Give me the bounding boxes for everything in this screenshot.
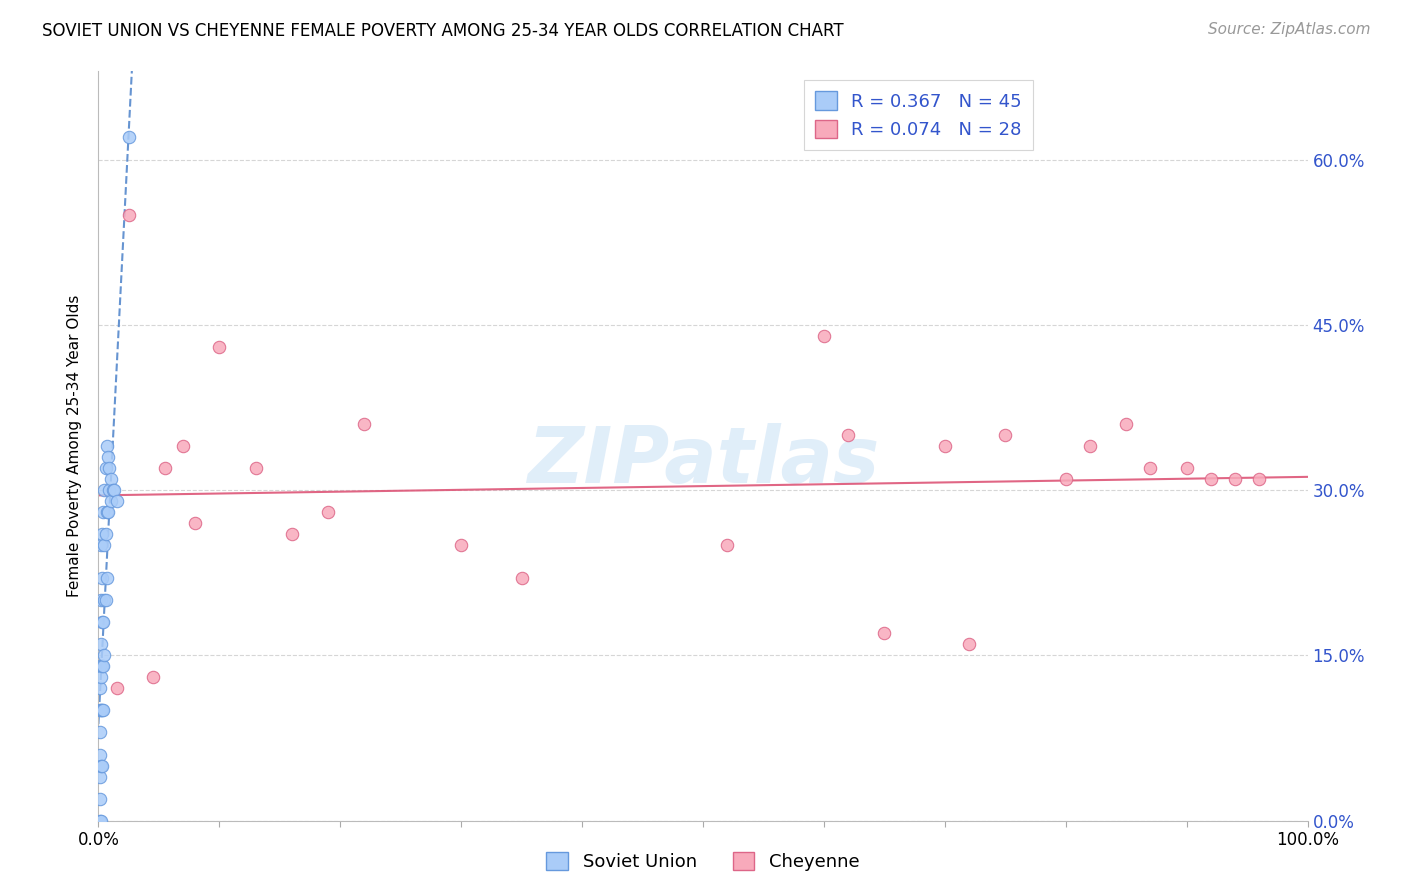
Point xyxy=(91,571,114,585)
Point xyxy=(957,637,980,651)
Point xyxy=(90,670,112,684)
Legend: Soviet Union, Cheyenne: Soviet Union, Cheyenne xyxy=(540,845,866,879)
Point xyxy=(1175,461,1198,475)
Point xyxy=(153,461,176,475)
Text: SOVIET UNION VS CHEYENNE FEMALE POVERTY AMONG 25-34 YEAR OLDS CORRELATION CHART: SOVIET UNION VS CHEYENNE FEMALE POVERTY … xyxy=(42,22,844,40)
Point xyxy=(90,703,112,717)
Legend: R = 0.367   N = 45, R = 0.074   N = 28: R = 0.367 N = 45, R = 0.074 N = 28 xyxy=(804,80,1032,150)
Point xyxy=(118,130,141,145)
Point xyxy=(105,681,128,696)
Point xyxy=(96,571,118,585)
Point xyxy=(1054,472,1077,486)
Point xyxy=(873,626,896,640)
Point xyxy=(316,505,339,519)
Point xyxy=(172,439,194,453)
Point xyxy=(96,439,118,453)
Point xyxy=(450,538,472,552)
Point xyxy=(94,593,117,607)
Point xyxy=(97,450,120,464)
Point xyxy=(1139,461,1161,475)
Point xyxy=(93,483,115,497)
Point xyxy=(105,494,128,508)
Point xyxy=(1223,472,1246,486)
Point xyxy=(91,758,114,772)
Point xyxy=(98,461,121,475)
Point xyxy=(97,505,120,519)
Text: ZIPatlas: ZIPatlas xyxy=(527,423,879,499)
Point xyxy=(89,681,111,696)
Point xyxy=(93,538,115,552)
Point xyxy=(90,637,112,651)
Point xyxy=(245,461,267,475)
Point xyxy=(90,814,112,828)
Point xyxy=(100,494,122,508)
Point xyxy=(1078,439,1101,453)
Point xyxy=(1199,472,1222,486)
Point xyxy=(934,439,956,453)
Point xyxy=(101,483,124,497)
Point xyxy=(91,703,114,717)
Point xyxy=(994,428,1017,442)
Point xyxy=(89,791,111,805)
Point xyxy=(100,472,122,486)
Point xyxy=(96,505,118,519)
Point xyxy=(93,593,115,607)
Point xyxy=(89,725,111,739)
Point xyxy=(90,758,112,772)
Point xyxy=(89,814,111,828)
Point xyxy=(1249,472,1271,486)
Text: Source: ZipAtlas.com: Source: ZipAtlas.com xyxy=(1208,22,1371,37)
Point xyxy=(281,527,304,541)
Point xyxy=(716,538,738,552)
Point xyxy=(1115,417,1137,431)
Point xyxy=(208,340,231,354)
Point xyxy=(89,770,111,784)
Point xyxy=(94,461,117,475)
Point xyxy=(510,571,533,585)
Y-axis label: Female Poverty Among 25-34 Year Olds: Female Poverty Among 25-34 Year Olds xyxy=(67,295,83,597)
Point xyxy=(94,527,117,541)
Point xyxy=(91,527,114,541)
Point xyxy=(91,505,114,519)
Point xyxy=(103,483,125,497)
Point xyxy=(142,670,165,684)
Point xyxy=(91,703,114,717)
Point xyxy=(118,208,141,222)
Point xyxy=(89,747,111,762)
Point xyxy=(184,516,207,530)
Point xyxy=(353,417,375,431)
Point xyxy=(91,659,114,673)
Point xyxy=(89,659,111,673)
Point xyxy=(89,703,111,717)
Point xyxy=(90,593,112,607)
Point xyxy=(90,538,112,552)
Point xyxy=(93,648,115,663)
Point xyxy=(91,659,114,673)
Point xyxy=(91,615,114,630)
Point xyxy=(813,328,835,343)
Point xyxy=(837,428,859,442)
Point xyxy=(91,615,114,630)
Point xyxy=(98,483,121,497)
